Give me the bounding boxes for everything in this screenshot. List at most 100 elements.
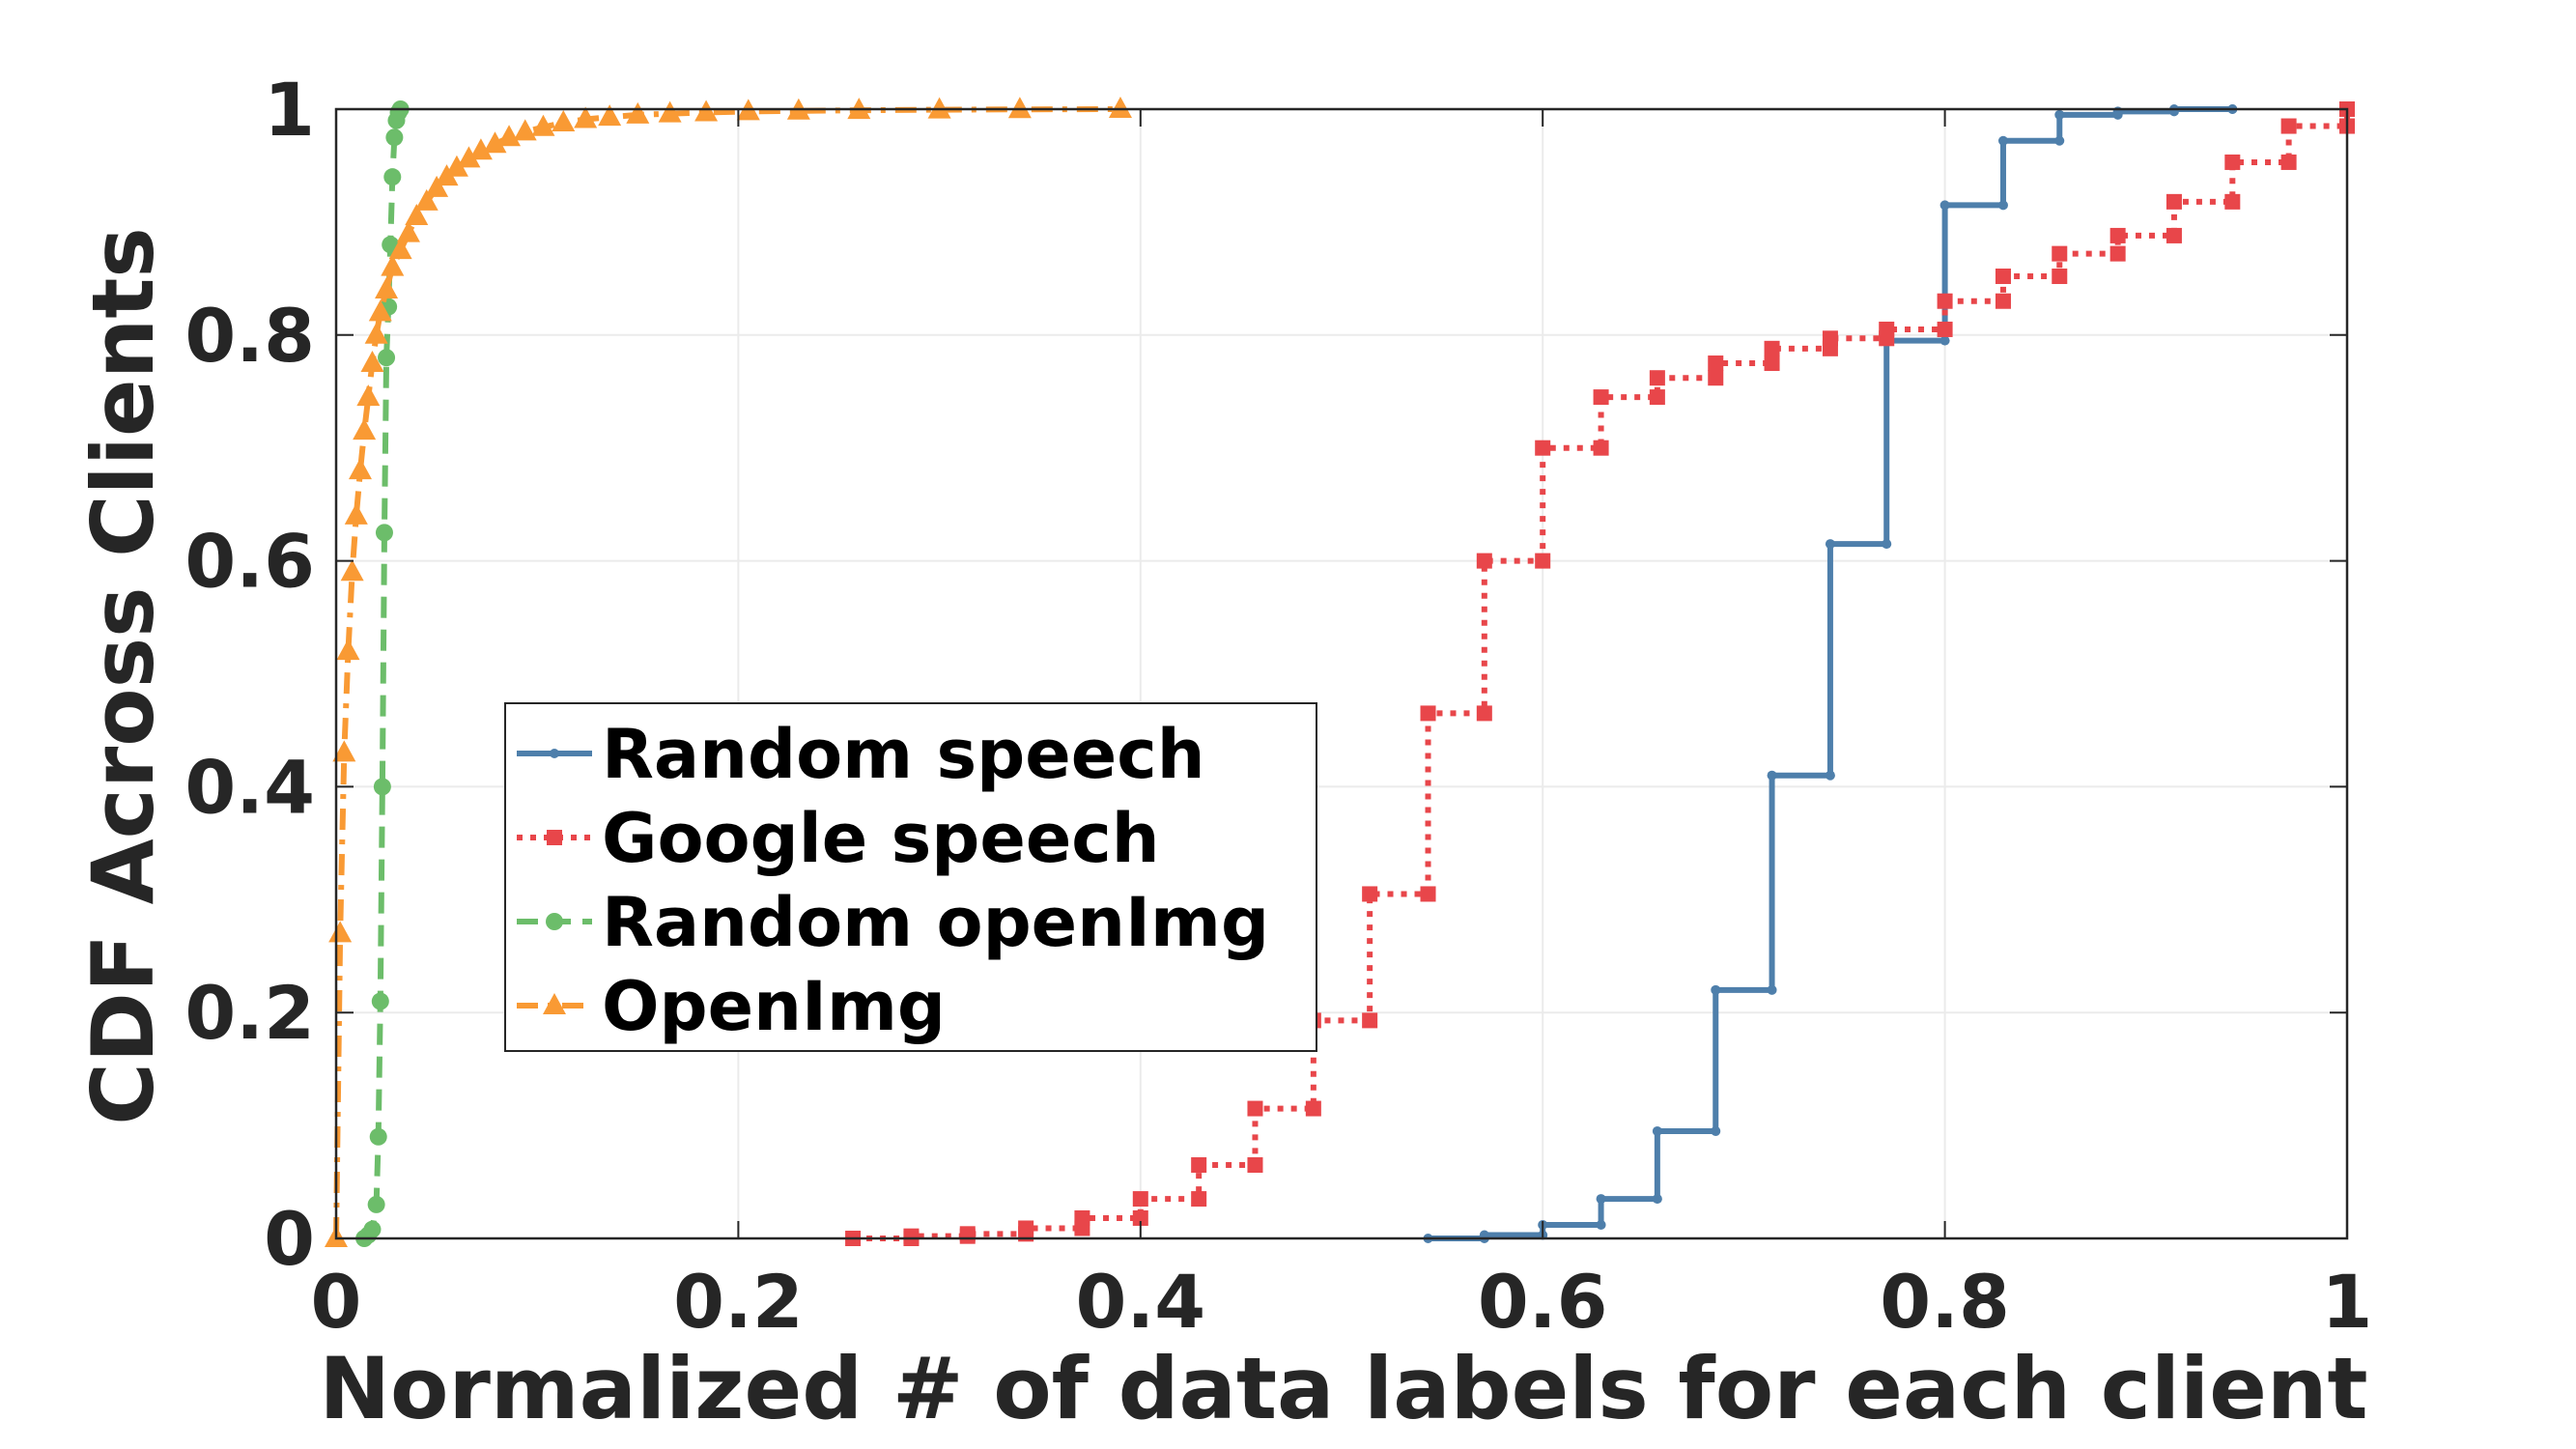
data-point [328,921,353,943]
data-point [1997,200,2008,211]
data-point [1711,984,1721,995]
data-point [2280,154,2297,170]
data-point [1108,97,1132,118]
legend-marker [543,993,566,1014]
data-point [1825,539,1835,550]
legend-label: Google speech [602,799,1160,878]
data-point [1132,1191,1148,1208]
data-point [1305,1100,1321,1117]
data-point [1995,269,2011,285]
data-point [1593,389,1609,406]
data-point [1649,370,1665,386]
data-point [1247,1100,1263,1117]
data-point [348,458,372,480]
data-point [626,101,650,124]
data-point [371,992,389,1010]
data-point [2052,269,2068,285]
legend-box [504,702,1317,1052]
data-point [1937,321,1953,337]
data-point [385,128,404,147]
data-point [552,110,576,132]
data-point [425,175,449,197]
x-tick-label: 1 [2322,1259,2373,1345]
legend-entry-random-openimg: Random openImg [517,883,1269,962]
data-point [1191,1191,1207,1208]
data-point [483,131,507,154]
data-point [332,740,356,762]
data-point [414,188,439,211]
data-point [360,351,384,373]
data-point [1995,293,2011,309]
data-point [367,1195,385,1213]
data-point [1879,321,1895,337]
y-tick-label: 0.8 [184,293,315,379]
data-point [2052,245,2068,262]
data-point [396,220,420,242]
series-google-speech [845,101,2355,1246]
data-point [1708,370,1724,386]
data-point [1764,355,1780,372]
data-point [468,138,493,160]
data-point [363,1220,382,1238]
data-point [1074,1209,1090,1226]
data-point [1652,1194,1662,1205]
data-point [694,99,719,122]
x-tick-label: 0.2 [673,1259,804,1345]
data-point [1939,200,1950,211]
data-point [2054,135,2065,146]
data-point [1476,705,1492,722]
data-point [457,146,481,168]
data-point [903,1228,920,1244]
data-point [1593,440,1609,456]
data-point [1939,335,1950,346]
data-point [368,299,392,322]
data-point [1018,1220,1034,1236]
data-point [375,524,393,542]
data-point [388,238,412,260]
tick-labels: 0 0.2 0.4 0.6 0.8 1 0 0.2 0.4 0.6 0.8 1 [184,67,2372,1345]
data-point [531,114,555,136]
plot-frame [334,107,2349,1240]
data-point [1708,355,1724,372]
data-point [340,559,364,582]
data-point [383,168,402,186]
legend-label: Random openImg [602,883,1269,962]
data-point [1997,135,2008,146]
y-tick-label: 1 [264,67,315,153]
data-point [1420,705,1436,722]
data-point [1711,1125,1721,1136]
data-point [1362,886,1378,902]
data-point [1764,340,1780,356]
data-point [373,778,391,796]
axes [334,107,2349,1240]
data-point [574,106,598,128]
data-point [1132,1209,1148,1226]
legend-label: Random speech [602,715,1205,794]
data-point [375,277,399,299]
legend-entry-google-speech: Google speech [517,799,1160,878]
y-tick-label: 0.2 [184,970,315,1056]
data-point [2054,109,2065,120]
data-point [1649,389,1665,406]
data-point [444,155,468,177]
series-layer [325,97,2355,1247]
y-tick-label: 0.4 [184,744,315,830]
data-point [658,100,682,123]
data-point [1535,553,1551,569]
data-point [356,384,381,407]
legend-entry-random-speech: Random speech [517,715,1205,794]
data-point [369,1127,387,1146]
data-point [1767,770,1777,781]
x-tick-label: 0.8 [1880,1259,2010,1345]
x-tick-label: 0.6 [1478,1259,1608,1345]
data-point [2224,154,2241,170]
data-point [1767,984,1777,995]
legend-label: OpenImg [602,967,946,1046]
series-line-openimg [333,106,1120,1239]
data-point [513,119,537,141]
data-point [364,322,388,344]
data-point [1007,97,1032,119]
data-point [1420,886,1436,902]
data-point [378,349,396,367]
